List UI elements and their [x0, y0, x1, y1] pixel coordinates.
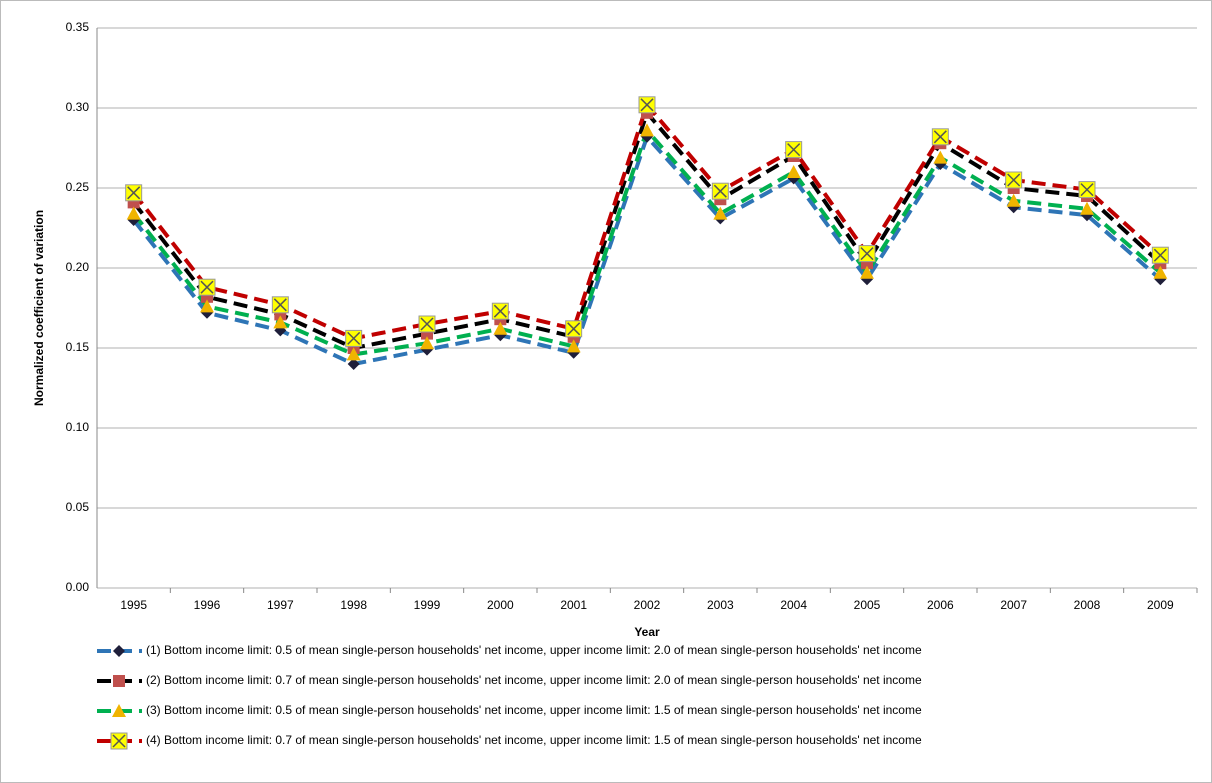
y-tick-label: 0.15 — [66, 340, 90, 354]
marker — [271, 296, 289, 314]
marker — [347, 358, 360, 370]
marker — [565, 320, 583, 338]
marker — [491, 302, 509, 320]
legend-label: (3) Bottom income limit: 0.5 of mean sin… — [146, 703, 922, 717]
marker — [640, 123, 654, 137]
marker-cross — [493, 304, 507, 318]
marker — [418, 315, 436, 333]
x-tick-label: 1998 — [340, 598, 367, 612]
marker — [345, 329, 363, 347]
marker — [127, 196, 140, 209]
marker — [126, 206, 141, 220]
x-tick-label: 1996 — [194, 598, 221, 612]
marker — [125, 184, 143, 202]
y-tick-label: 0.05 — [66, 500, 90, 514]
y-tick-label: 0.20 — [66, 260, 90, 274]
x-tick-label: 2006 — [927, 598, 954, 612]
marker-cross — [787, 143, 801, 157]
marker — [493, 321, 508, 335]
marker — [638, 96, 656, 114]
marker-cross — [713, 184, 727, 198]
marker-cross — [200, 280, 214, 294]
marker — [198, 278, 216, 296]
x-tick-label: 2009 — [1147, 598, 1174, 612]
marker — [933, 150, 948, 164]
marker — [1005, 171, 1023, 189]
series-markers — [125, 96, 1169, 347]
marker — [1006, 193, 1021, 207]
marker-cross — [347, 331, 361, 345]
marker-cross — [933, 130, 947, 144]
marker — [112, 704, 126, 717]
x-tick-label: 2001 — [560, 598, 587, 612]
marker-cross — [1080, 183, 1094, 197]
marker — [713, 206, 728, 220]
x-tick-label: 1995 — [120, 598, 147, 612]
marker — [1080, 201, 1094, 215]
marker-cross — [1153, 248, 1167, 262]
x-tick-label: 2007 — [1000, 598, 1027, 612]
y-tick-label: 0.10 — [66, 420, 90, 434]
x-tick-label: 2000 — [487, 598, 514, 612]
marker-cross — [112, 734, 126, 748]
marker — [1153, 265, 1168, 279]
marker — [860, 265, 874, 279]
marker — [113, 645, 125, 657]
marker — [113, 675, 125, 687]
marker — [200, 299, 214, 313]
marker — [1078, 181, 1096, 199]
x-tick-label: 2002 — [634, 598, 661, 612]
x-tick-label: 2005 — [854, 598, 881, 612]
y-tick-label: 0.35 — [66, 20, 90, 34]
marker — [711, 182, 729, 200]
legend-label: (2) Bottom income limit: 0.7 of mean sin… — [146, 673, 922, 687]
x-axis-label: Year — [634, 625, 660, 639]
marker-cross — [273, 298, 287, 312]
y-tick-label: 0.00 — [66, 580, 90, 594]
marker-cross — [127, 186, 141, 200]
marker — [931, 128, 949, 146]
marker-cross — [860, 247, 874, 261]
marker — [346, 347, 361, 361]
x-tick-label: 2004 — [780, 598, 807, 612]
y-tick-label: 0.25 — [66, 180, 90, 194]
marker — [858, 245, 876, 263]
marker — [273, 315, 288, 329]
marker-cross — [420, 317, 434, 331]
series-markers — [126, 123, 1168, 361]
marker — [566, 339, 581, 353]
x-tick-label: 2003 — [707, 598, 734, 612]
x-tick-label: 2008 — [1074, 598, 1101, 612]
marker — [785, 141, 803, 159]
legend-label: (4) Bottom income limit: 0.7 of mean sin… — [146, 733, 922, 747]
marker — [1151, 246, 1169, 264]
marker — [420, 336, 434, 350]
legend-label: (1) Bottom income limit: 0.5 of mean sin… — [146, 643, 922, 657]
y-axis-label: Normalized coefficient of variation — [32, 210, 46, 406]
y-tick-label: 0.30 — [66, 100, 90, 114]
marker-cross — [567, 322, 581, 336]
marker — [110, 732, 128, 750]
x-tick-label: 1997 — [267, 598, 294, 612]
x-tick-label: 1999 — [414, 598, 441, 612]
marker-cross — [640, 98, 654, 112]
marker-cross — [1007, 173, 1021, 187]
marker — [786, 165, 801, 178]
